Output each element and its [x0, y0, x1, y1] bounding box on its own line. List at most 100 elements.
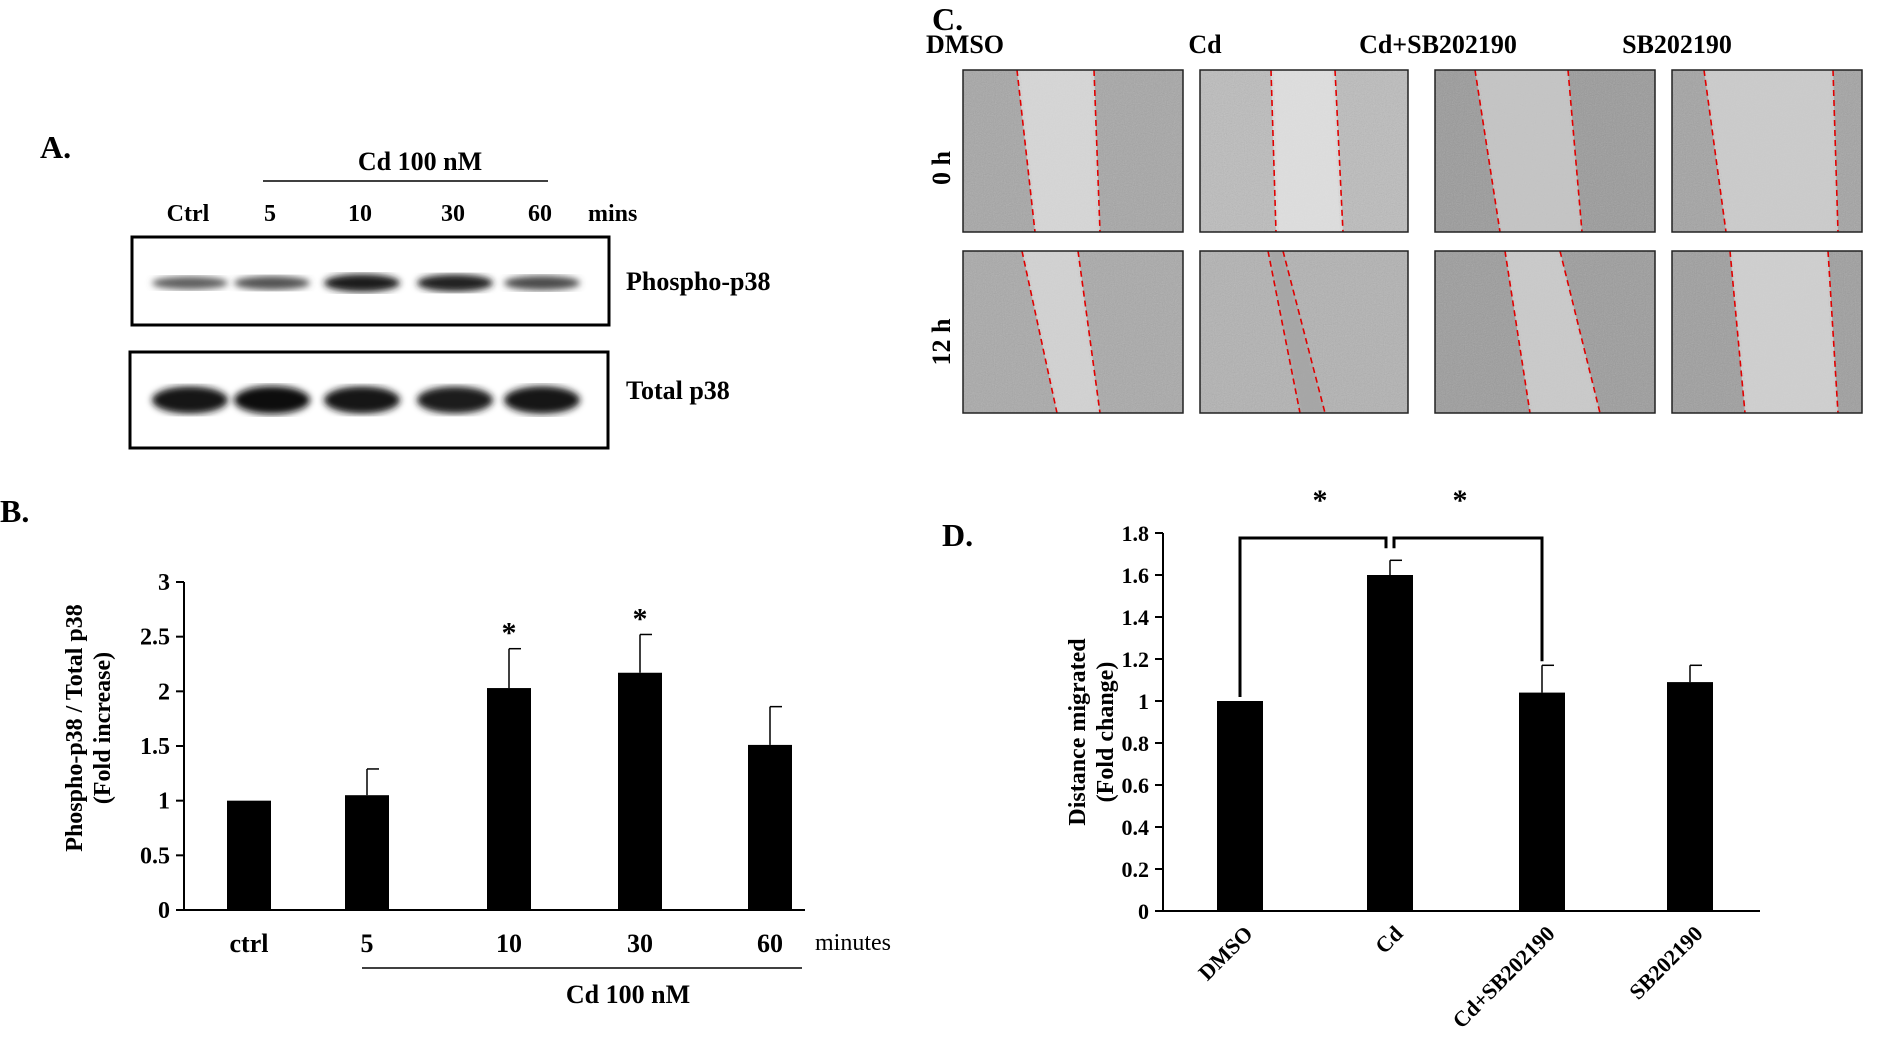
blot-band	[152, 386, 228, 414]
wound-edge-line	[1270, 69, 1277, 233]
chart-d: 0 0.2 0.4 0.6 0.8 1 1.2 1.4 1.6 1.8 DMSO Cd Cd+SB202…	[1122, 484, 1760, 1033]
blot-band	[324, 274, 400, 292]
wound-gap-overlay	[1733, 251, 1835, 413]
category-label: Cd+SB202190	[1447, 921, 1559, 1033]
panel-b: B. Phospho-p38 / Total p38 (Fold increas…	[0, 493, 891, 1009]
image-border	[1434, 250, 1656, 414]
column-labels: DMSO Cd Cd+SB202190 SB202190	[926, 30, 1732, 59]
category-label: 10	[496, 929, 522, 958]
phospho-p38-bands	[152, 274, 580, 292]
image-border	[962, 250, 1184, 414]
wound-edge-line	[1729, 250, 1746, 414]
category-label: SB202190	[1624, 921, 1707, 1004]
wound-gap-overlay	[1707, 70, 1835, 232]
panel-c-letter: C.	[932, 1, 963, 37]
wound-gap-overlay	[1020, 70, 1097, 232]
wound-gap-overlay	[1274, 70, 1340, 232]
bar	[1367, 575, 1413, 911]
wound-healing-images	[962, 69, 1863, 414]
y-tick-label: 1.5	[140, 734, 170, 760]
wound-image	[1434, 69, 1656, 233]
bar	[345, 795, 389, 910]
wound-edge-line	[1093, 69, 1101, 233]
category-label: 5	[361, 929, 374, 958]
lane-label: Ctrl	[167, 201, 210, 227]
wound-edge-line	[1282, 250, 1326, 414]
y-tick-label: 1	[1138, 689, 1149, 714]
y-tick-label: 1	[158, 789, 170, 815]
lane-label: 5	[264, 201, 276, 227]
significance-mark: *	[502, 617, 517, 650]
wound-edge-line	[1077, 250, 1101, 414]
bar	[487, 688, 531, 910]
panel-d: D. Distance migrated (Fold change) 00.20…	[942, 484, 1760, 1033]
wound-gap-overlay	[1508, 251, 1597, 413]
lane-label: 30	[441, 201, 465, 227]
y-axis-label-b-1: Phospho-p38 / Total p38	[62, 604, 88, 851]
wound-gap-overlay	[1025, 251, 1097, 413]
total-p38-bands	[152, 385, 580, 415]
lane-labels: Ctrl 5 10 30 60	[167, 201, 552, 227]
wound-edge-line	[1016, 69, 1036, 233]
y-tick-label: 0.2	[1122, 857, 1150, 882]
row-label: 0 h	[927, 150, 956, 185]
image-border	[1671, 69, 1863, 233]
lane-label: 10	[348, 201, 372, 227]
panel-a-letter: A.	[40, 129, 71, 165]
y-tick-label: 0	[1138, 899, 1149, 924]
panel-b-letter: B.	[0, 493, 29, 529]
treatment-label: Cd 100 nM	[358, 147, 482, 176]
category-label: ctrl	[230, 929, 269, 958]
comparison-bracket	[1392, 536, 1544, 662]
lane-label: 60	[528, 201, 552, 227]
panel-c: C. DMSO Cd Cd+SB202190 SB202190 0 h 12 h	[926, 1, 1863, 414]
column-label: Cd	[1188, 30, 1222, 59]
lane-unit: mins	[588, 201, 637, 227]
group-label-b: Cd 100 nM	[566, 980, 690, 1009]
blot-band	[234, 276, 310, 290]
wound-edge-line	[1559, 250, 1601, 414]
blot-band	[417, 386, 493, 414]
bar	[1519, 692, 1565, 911]
wound-edge-line	[1474, 69, 1501, 233]
blot-band	[234, 385, 310, 415]
significance-mark: *	[1313, 484, 1328, 517]
y-tick-label: 0.5	[140, 843, 170, 869]
column-label: DMSO	[926, 30, 1004, 59]
wound-edge-line	[1832, 69, 1839, 233]
wound-image	[1199, 250, 1409, 414]
y-axis-label-d-2: (Fold change)	[1093, 662, 1119, 803]
y-tick-label: 1.6	[1122, 563, 1150, 588]
y-tick-label: 1.4	[1122, 605, 1150, 630]
y-tick-label: 1.2	[1122, 647, 1150, 672]
wound-image	[1199, 69, 1409, 233]
panel-d-letter: D.	[942, 517, 973, 553]
blot-band	[152, 276, 228, 290]
category-label: 30	[627, 929, 653, 958]
wound-edge-line	[1267, 250, 1301, 414]
bar	[618, 672, 662, 910]
image-border	[1434, 69, 1656, 233]
wound-edge-line	[1567, 69, 1583, 233]
x-unit-b: minutes	[815, 930, 891, 956]
image-border	[962, 69, 1184, 233]
blot-label-phospho-p38: Phospho-p38	[626, 267, 771, 296]
y-tick-label: 2.5	[140, 625, 170, 651]
column-label: Cd+SB202190	[1359, 30, 1517, 59]
wound-edge-line	[1021, 250, 1058, 414]
category-label: Cd	[1370, 921, 1408, 959]
wound-edge-line	[1504, 250, 1531, 414]
y-tick-label: 0.4	[1122, 815, 1150, 840]
y-tick-label: 0.8	[1122, 731, 1150, 756]
bar	[748, 744, 792, 910]
category-label: DMSO	[1193, 921, 1257, 985]
blot-band	[417, 274, 493, 292]
significance-mark: *	[1453, 484, 1468, 517]
y-tick-label: 0	[158, 898, 170, 924]
y-tick-label: 1.8	[1122, 521, 1150, 546]
y-axis-label-b-2: (Fold increase)	[90, 652, 116, 804]
bar	[1667, 682, 1713, 911]
wound-gap-overlay	[1271, 251, 1322, 413]
wound-image	[962, 69, 1184, 233]
